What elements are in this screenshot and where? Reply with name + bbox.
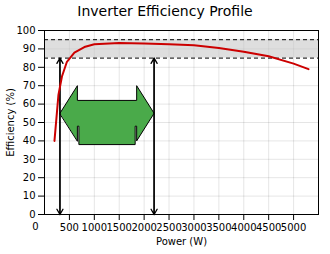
- svg-text:4000: 4000: [231, 222, 256, 233]
- svg-text:3500: 3500: [206, 222, 231, 233]
- svg-text:90: 90: [23, 43, 36, 54]
- svg-text:5000: 5000: [281, 222, 306, 233]
- svg-text:0: 0: [32, 221, 38, 232]
- svg-text:80: 80: [23, 62, 36, 73]
- svg-text:1000: 1000: [82, 222, 107, 233]
- svg-text:50: 50: [23, 117, 36, 128]
- svg-text:1500: 1500: [107, 222, 132, 233]
- svg-text:70: 70: [23, 80, 36, 91]
- html-text:Inverter Efficiency Profile: Inverter Efficiency Profile: [77, 3, 253, 19]
- svg-text:60: 60: [23, 98, 36, 109]
- svg-text:4500: 4500: [256, 222, 281, 233]
- svg-text:Efficiency (%): Efficiency (%): [5, 88, 16, 157]
- svg-text:2500: 2500: [156, 222, 181, 233]
- svg-text:0: 0: [29, 209, 35, 220]
- svg-text:30: 30: [23, 154, 36, 165]
- svg-text:100: 100: [16, 25, 35, 36]
- svg-text:Power (W): Power (W): [156, 236, 207, 247]
- svg-text:500: 500: [60, 222, 79, 233]
- svg-text:40: 40: [23, 135, 36, 146]
- svg-text:20: 20: [23, 172, 36, 183]
- svg-text:3000: 3000: [181, 222, 206, 233]
- svg-text:10: 10: [23, 190, 36, 201]
- svg-text:2000: 2000: [131, 222, 156, 233]
